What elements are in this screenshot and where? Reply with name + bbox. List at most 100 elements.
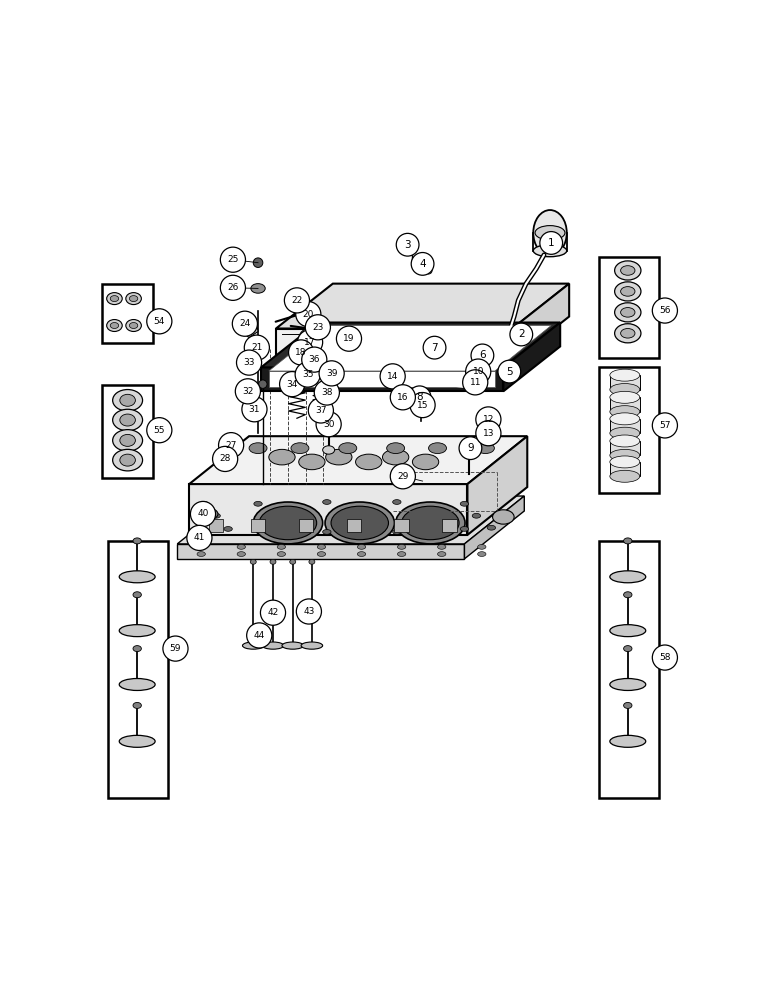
Circle shape [471,344,494,367]
Bar [347,519,361,532]
Circle shape [462,370,488,395]
Ellipse shape [610,470,640,482]
Ellipse shape [428,443,446,454]
Ellipse shape [610,413,640,425]
Ellipse shape [342,354,354,361]
Ellipse shape [460,527,469,531]
Circle shape [314,380,340,405]
Circle shape [391,385,415,410]
Ellipse shape [133,646,141,652]
Ellipse shape [425,267,432,274]
Text: 56: 56 [659,306,671,315]
Circle shape [147,418,172,443]
Ellipse shape [615,282,641,301]
Text: 18: 18 [296,348,306,357]
Ellipse shape [253,258,262,267]
Ellipse shape [412,454,438,470]
Polygon shape [465,496,524,559]
Text: 13: 13 [482,429,494,438]
Ellipse shape [393,530,401,534]
Ellipse shape [533,210,567,256]
Ellipse shape [310,350,322,358]
Text: 30: 30 [323,420,334,429]
Text: 8: 8 [416,392,423,402]
Ellipse shape [438,544,446,549]
Ellipse shape [282,642,303,649]
Ellipse shape [133,592,141,598]
Ellipse shape [285,371,300,382]
Bar [599,541,659,798]
Ellipse shape [120,394,135,406]
Ellipse shape [270,559,276,564]
Polygon shape [503,323,560,391]
Polygon shape [189,436,527,484]
Text: 17: 17 [304,338,316,347]
Bar [103,284,154,343]
Ellipse shape [356,454,382,470]
Circle shape [308,398,334,423]
Ellipse shape [344,330,358,348]
Ellipse shape [323,446,334,454]
Ellipse shape [254,501,262,506]
Ellipse shape [224,527,232,531]
Text: 36: 36 [309,355,320,364]
Circle shape [652,413,678,438]
Text: 35: 35 [302,370,313,379]
Circle shape [244,335,269,360]
Ellipse shape [197,544,205,549]
Circle shape [652,645,678,670]
Text: 27: 27 [225,441,237,450]
Ellipse shape [327,368,338,376]
Polygon shape [178,496,524,544]
Polygon shape [178,544,465,559]
Circle shape [423,336,446,359]
Ellipse shape [259,506,317,540]
Ellipse shape [339,443,357,454]
Ellipse shape [245,386,257,394]
Bar [442,519,457,532]
Polygon shape [261,323,560,367]
Circle shape [260,600,286,625]
Ellipse shape [624,702,632,708]
Circle shape [540,232,563,254]
Circle shape [220,247,245,272]
Text: 9: 9 [467,443,474,453]
Text: 58: 58 [659,653,671,662]
Ellipse shape [317,544,326,549]
Ellipse shape [120,414,135,426]
Text: 10: 10 [472,367,484,376]
Ellipse shape [200,501,208,506]
Ellipse shape [221,454,233,466]
Ellipse shape [290,559,296,564]
Ellipse shape [254,527,262,531]
Circle shape [466,359,491,384]
Ellipse shape [478,346,487,362]
Ellipse shape [269,449,295,465]
Ellipse shape [107,293,122,305]
Ellipse shape [259,380,267,388]
Ellipse shape [325,502,394,544]
Ellipse shape [321,381,334,390]
Text: 24: 24 [239,319,250,328]
Ellipse shape [610,449,640,461]
Ellipse shape [615,324,641,343]
Ellipse shape [390,354,401,361]
Text: 41: 41 [194,533,205,542]
Ellipse shape [130,296,137,302]
Ellipse shape [610,406,640,418]
Ellipse shape [478,544,486,549]
Ellipse shape [478,552,486,556]
Ellipse shape [357,544,366,549]
Polygon shape [468,436,527,535]
Ellipse shape [398,552,406,556]
Ellipse shape [291,443,309,454]
Text: 22: 22 [291,296,303,305]
Text: 32: 32 [242,387,253,396]
Circle shape [459,437,482,460]
Circle shape [236,350,262,375]
Polygon shape [513,284,569,361]
Circle shape [302,347,327,372]
Ellipse shape [251,342,266,354]
Text: 55: 55 [154,426,165,435]
Ellipse shape [120,434,135,446]
